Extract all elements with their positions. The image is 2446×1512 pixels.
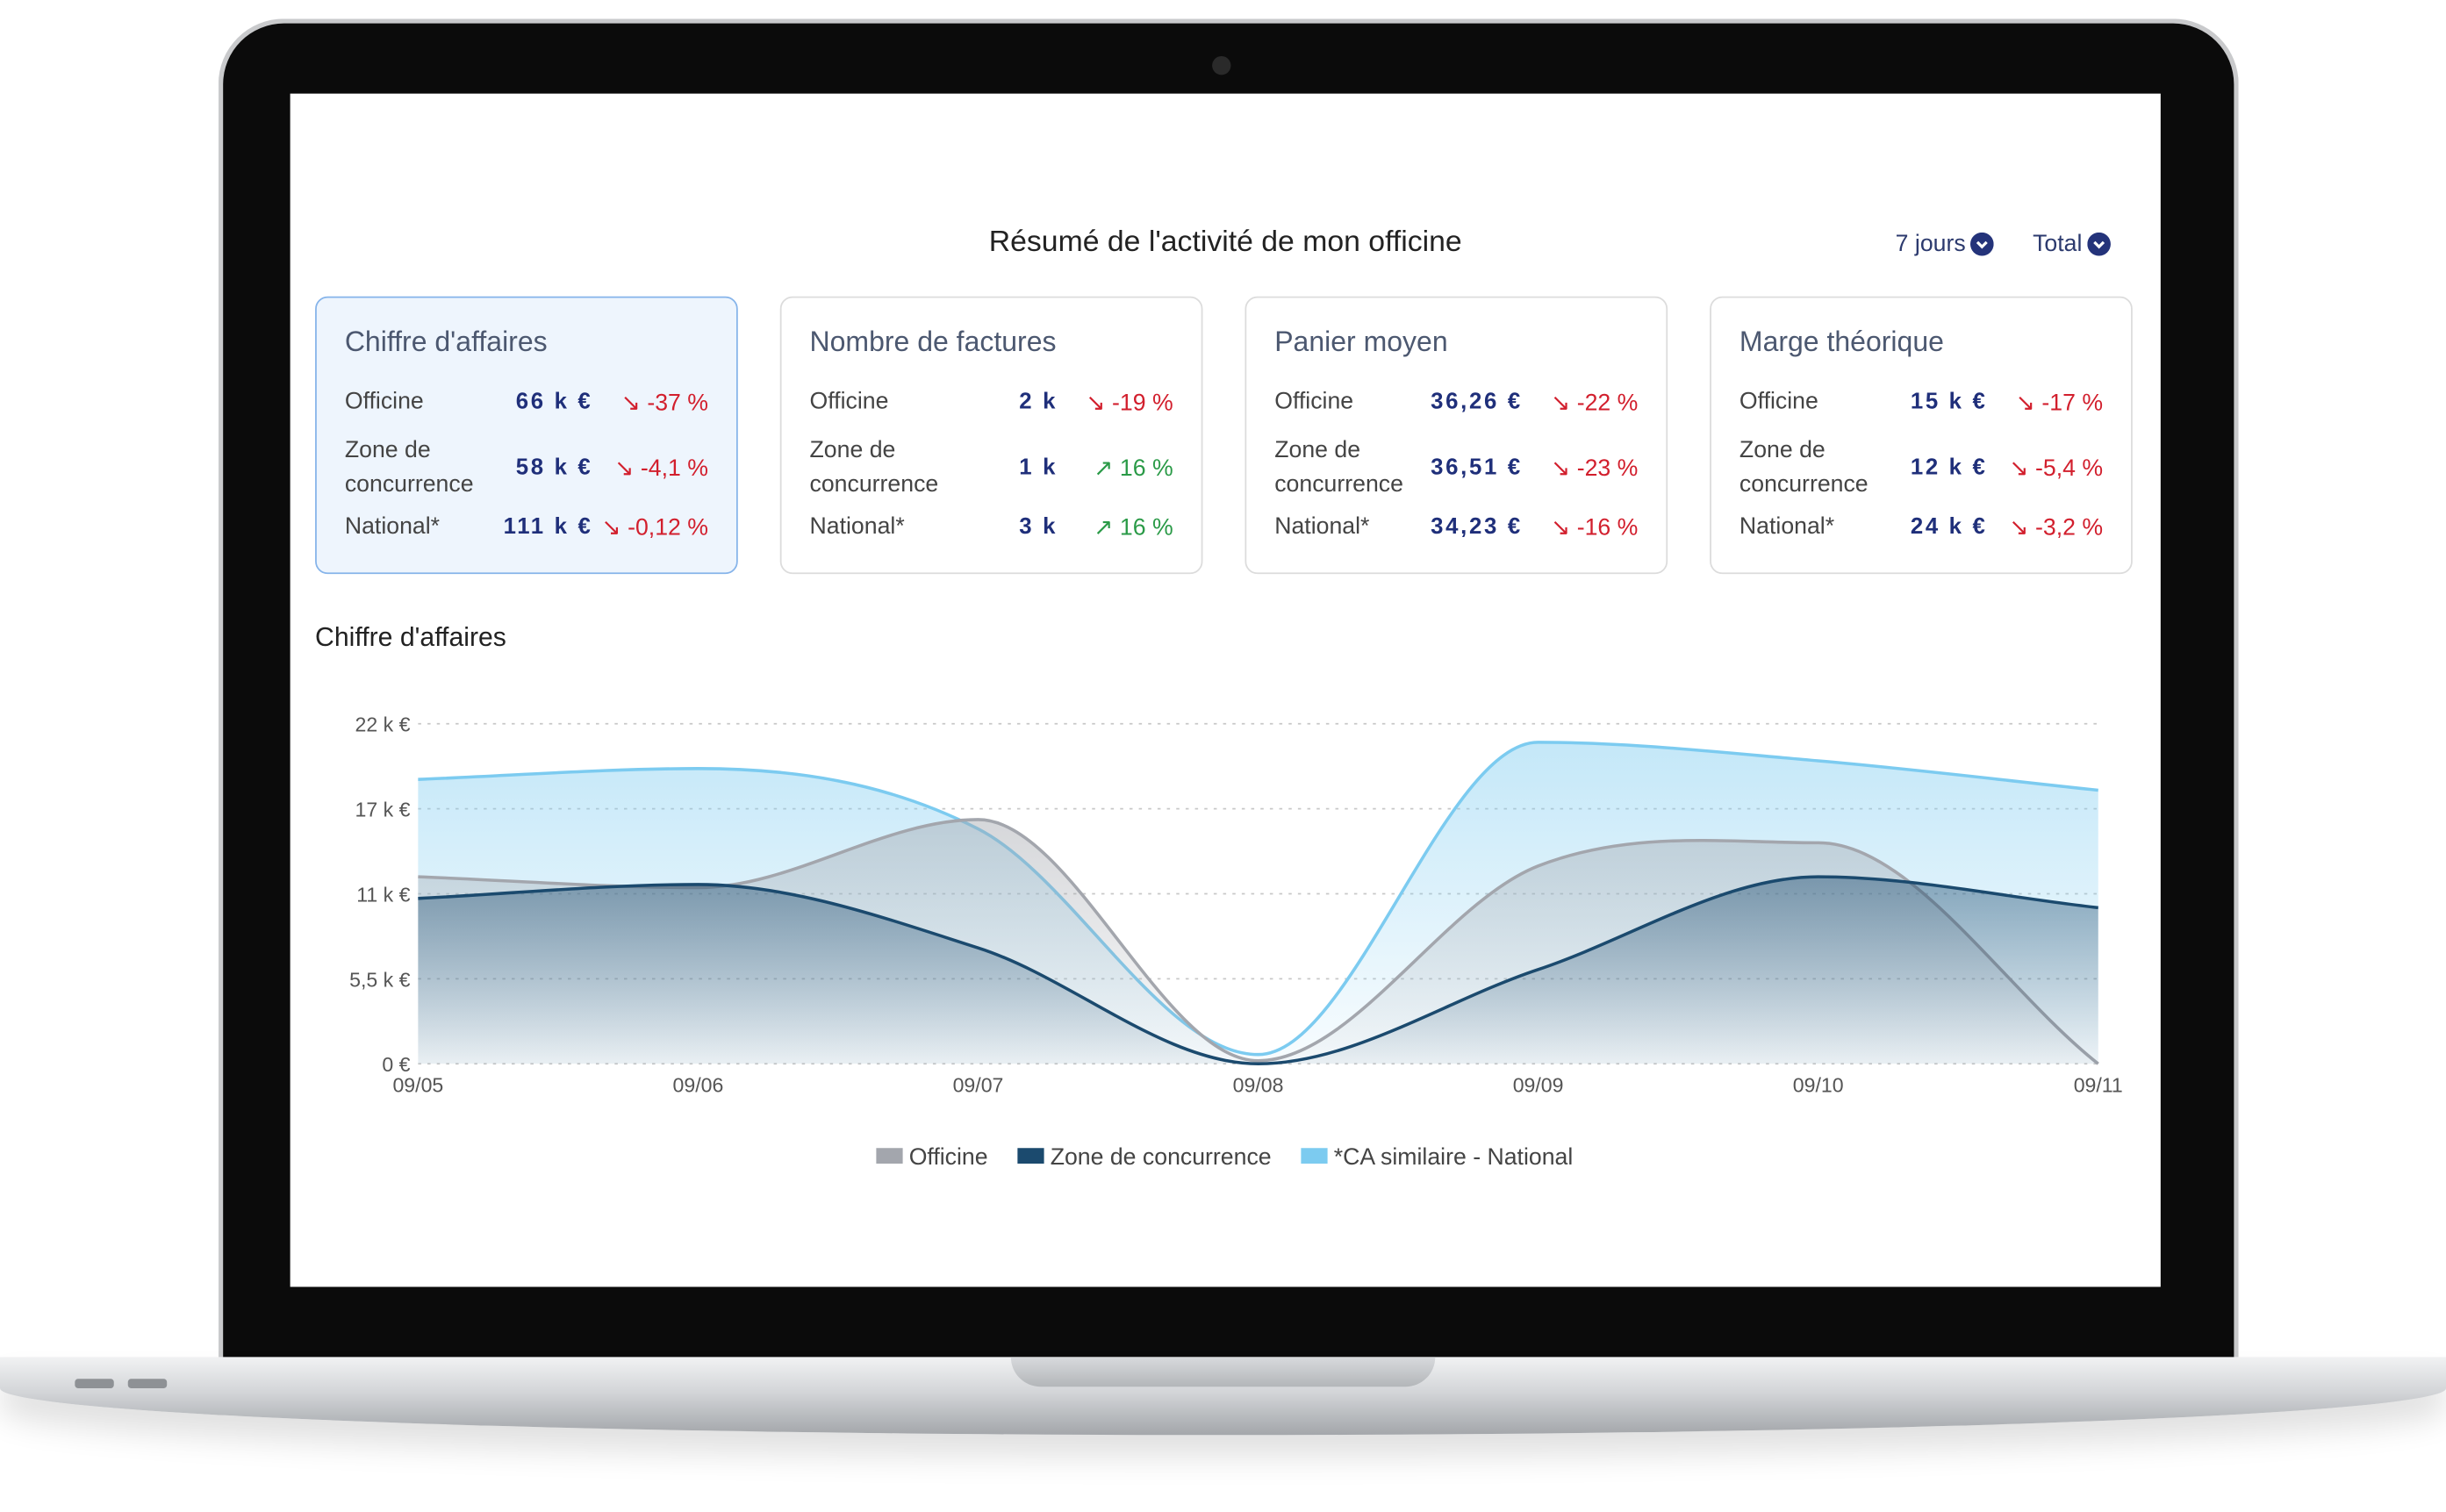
kpi-row: Zone de concurrence 36,51 € ↘ -23 % xyxy=(1274,434,1639,498)
kpi-label: National* xyxy=(809,512,905,541)
kpi-label: National* xyxy=(1274,512,1370,541)
kpi-value: 12 k € xyxy=(1910,455,1988,481)
screen xyxy=(290,93,2161,1287)
kpi-label: National* xyxy=(1739,512,1835,541)
kpi-label: National* xyxy=(344,512,441,541)
kpi-change: ↘ -4,1 % xyxy=(614,455,708,483)
kpi-label: Officine xyxy=(344,388,424,415)
card-title: Marge théorique xyxy=(1739,326,1944,358)
kpi-change: ↘ -19 % xyxy=(1086,390,1173,417)
legend-label: Officine xyxy=(909,1143,988,1170)
kpi-change: ↘ -5,4 % xyxy=(2009,455,2104,483)
legend-label: *CA similaire - National xyxy=(1334,1143,1574,1170)
kpi-row: Officine 66 k € ↘ -37 % xyxy=(345,371,708,434)
legend: Officine Zone de concurrence *CA similaire… xyxy=(876,1143,1573,1170)
kpi-value: 111 k € xyxy=(503,514,593,541)
y-tick-label: 22 k € xyxy=(355,713,411,736)
line xyxy=(418,875,2098,1066)
indicator xyxy=(75,1379,114,1388)
x-tick-label: 09/07 xyxy=(953,1073,1004,1096)
kpi-value: 3 k xyxy=(1019,514,1058,541)
y-tick-label: 5,5 k € xyxy=(349,968,410,991)
page-title: Résumé de l'activité de mon officine xyxy=(988,226,1462,260)
kpi-value: 34,23 € xyxy=(1431,514,1523,541)
kpi-value: 1 k xyxy=(1019,455,1058,481)
kpi-row: Zone de concurrence 12 k € ↘ -5,4 % xyxy=(1739,434,2104,498)
kpi-change: ↘ -22 % xyxy=(1550,390,1639,417)
kpi-change: ↘ -17 % xyxy=(2015,390,2104,417)
kpi-card[interactable]: Nombre de factures Officine 2 k ↘ -19 % Zone… xyxy=(779,296,1203,575)
kpi-row: Officine 2 k ↘ -19 % xyxy=(810,371,1173,434)
y-tick-label: 0 € xyxy=(382,1053,410,1076)
legend-label: Zone de concurrence xyxy=(1051,1143,1272,1170)
kpi-label: Officine xyxy=(1274,388,1354,415)
chart-title: Chiffre d'affaires xyxy=(315,623,506,652)
card-title: Panier moyen xyxy=(1274,326,1448,358)
kpi-value: 36,51 € xyxy=(1431,455,1523,481)
kpi-change: ↘ -37 % xyxy=(620,390,708,417)
kpi-change: ↘ -23 % xyxy=(1550,455,1639,483)
kpi-change: ↗ 16 % xyxy=(1094,455,1173,483)
kpi-label: Officine xyxy=(1739,388,1818,415)
kpi-change: ↘ -3,2 % xyxy=(2009,514,2104,541)
kpi-row: Officine 15 k € ↘ -17 % xyxy=(1739,371,2103,434)
legend-swatch xyxy=(1301,1148,1328,1164)
legend-swatch xyxy=(876,1148,903,1164)
kpi-row: National* 34,23 € ↘ -16 % xyxy=(1274,496,1638,558)
kpi-card[interactable]: Chiffre d'affaires Officine 66 k € ↘ -37 % Z… xyxy=(315,296,738,575)
kpi-row: National* 111 k € ↘ -0,12 % xyxy=(345,496,708,558)
x-tick-label: 09/05 xyxy=(392,1073,443,1096)
kpi-value: 66 k € xyxy=(515,390,593,415)
filter-label[interactable]: 7 jours xyxy=(1895,231,1966,258)
indicator xyxy=(127,1379,168,1388)
x-tick-label: 09/08 xyxy=(1233,1073,1284,1096)
kpi-value: 15 k € xyxy=(1910,390,1988,415)
x-tick-label: 09/06 xyxy=(673,1073,724,1096)
kpi-row: Zone de concurrence 58 k € ↘ -4,1 % xyxy=(345,434,708,498)
camera xyxy=(1212,55,1231,75)
kpi-value: 58 k € xyxy=(515,455,593,481)
card-title: Chiffre d'affaires xyxy=(344,326,548,358)
kpi-value: 24 k € xyxy=(1910,514,1988,541)
area xyxy=(418,877,2098,1064)
x-tick-label: 09/10 xyxy=(1793,1073,1844,1096)
kpi-change: ↘ -16 % xyxy=(1550,514,1639,541)
line xyxy=(418,741,2098,1057)
kpi-row: National* 3 k ↗ 16 % xyxy=(810,496,1173,558)
card-title: Nombre de factures xyxy=(809,326,1057,358)
y-tick-label: 17 k € xyxy=(355,799,411,821)
filter-label[interactable]: Total xyxy=(2033,231,2083,258)
legend-swatch xyxy=(1017,1148,1044,1164)
kpi-row: Zone de concurrence 1 k ↗ 16 % xyxy=(810,434,1173,498)
kpi-label: Zone de concurrence xyxy=(1274,436,1403,498)
kpi-card[interactable]: Marge théorique Officine 15 k € ↘ -17 % Zone… xyxy=(1710,296,2133,575)
period-filter[interactable]: 7 jours xyxy=(1896,231,1994,257)
kpi-change: ↘ -0,12 % xyxy=(601,514,708,541)
chevron-icon[interactable] xyxy=(1970,232,1994,256)
kpi-label: Zone de concurrence xyxy=(809,436,939,498)
y-tick-label: 11 k € xyxy=(356,883,410,906)
x-tick-label: 09/11 xyxy=(2074,1073,2123,1096)
scope-filter[interactable]: Total xyxy=(2033,231,2111,258)
kpi-change: ↗ 16 % xyxy=(1094,514,1173,541)
kpi-value: 2 k xyxy=(1019,390,1058,415)
chevron-icon[interactable] xyxy=(2086,232,2111,256)
kpi-value: 36,26 € xyxy=(1431,390,1523,415)
kpi-row: National* 24 k € ↘ -3,2 % xyxy=(1739,496,2103,558)
kpi-label: Officine xyxy=(809,388,889,415)
notch xyxy=(1010,1357,1436,1387)
kpi-label: Zone de concurrence xyxy=(344,436,474,498)
x-tick-label: 09/09 xyxy=(1513,1073,1564,1096)
kpi-row: Officine 36,26 € ↘ -22 % xyxy=(1274,371,1638,434)
kpi-label: Zone de concurrence xyxy=(1739,436,1869,498)
kpi-card[interactable]: Panier moyen Officine 36,26 € ↘ -22 % Zone d… xyxy=(1245,296,1668,575)
